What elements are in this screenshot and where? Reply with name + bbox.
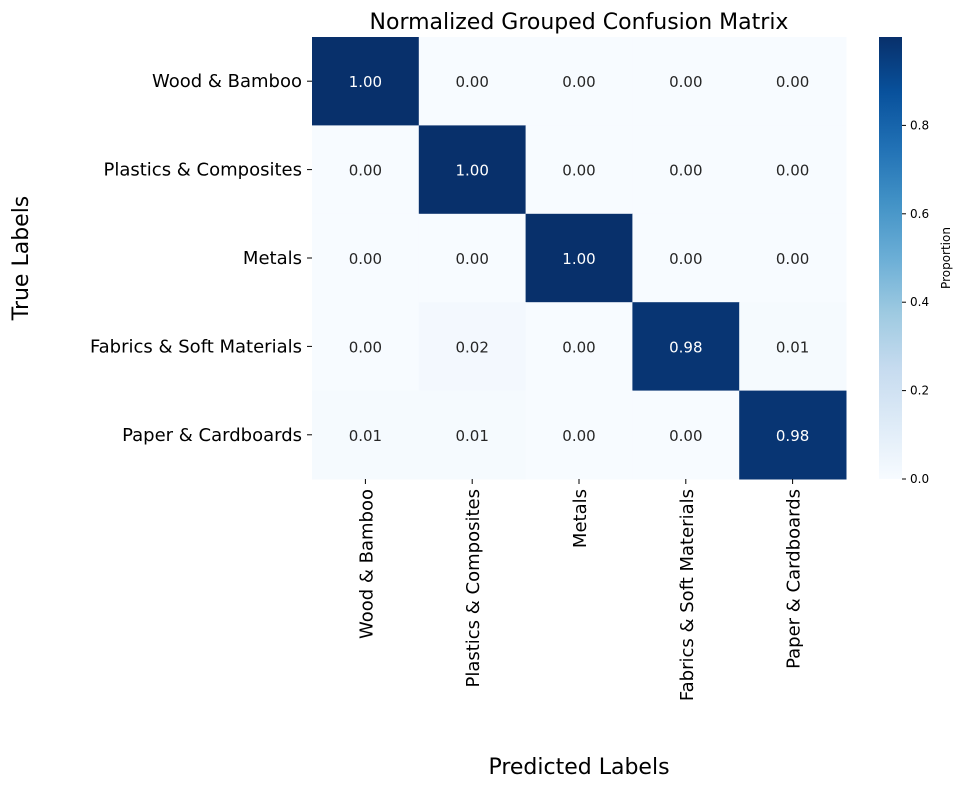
colorbar-tick-label: 0.2	[910, 384, 929, 398]
colorbar-ticks: 0.0 0.2 0.4 0.6 0.8	[902, 118, 929, 486]
cell-value-label: 0.00	[562, 338, 595, 356]
heatmap-cell	[632, 390, 740, 480]
heatmap-cell	[312, 213, 420, 303]
cell-value-label: 0.01	[349, 427, 382, 445]
heatmap-cell	[739, 390, 847, 480]
y-tick-label: Wood & Bamboo	[152, 71, 302, 92]
cell-value-label: 0.02	[455, 338, 488, 356]
heatmap-cell	[418, 390, 527, 480]
colorbar-gradient	[879, 37, 902, 479]
heatmap-cell	[525, 125, 633, 215]
heatmap-cell	[418, 213, 527, 303]
x-tick-label: Wood & Bamboo	[356, 489, 377, 639]
cell-value-label: 1.00	[349, 73, 382, 91]
cell-value-label: 1.00	[455, 162, 488, 180]
heatmap-cells: 1.00 0.00 0.00 0.00 0.00 0.00 1.00 0.00 0.00 0.00…	[312, 37, 847, 480]
heatmap-cell	[312, 302, 420, 392]
heatmap-cell	[525, 37, 633, 126]
cell-value-label: 0.00	[669, 427, 702, 445]
colorbar: 0.0 0.2 0.4 0.6 0.8 Proportion	[879, 37, 953, 486]
colorbar-tick-label: 0.6	[910, 207, 929, 221]
cell-value-label: 0.00	[669, 250, 702, 268]
y-axis-title: True Labels	[9, 196, 34, 322]
cell-value-label: 0.00	[669, 73, 702, 91]
cell-value-label: 0.01	[776, 338, 809, 356]
colorbar-title: Proportion	[939, 227, 953, 289]
heatmap-cell	[632, 37, 740, 126]
x-axis-title: Predicted Labels	[488, 755, 669, 780]
cell-value-label: 0.00	[455, 250, 488, 268]
cell-value-label: 0.00	[349, 162, 382, 180]
heatmap-cell	[632, 125, 740, 215]
heatmap-cell	[739, 302, 847, 392]
cell-value-label: 0.00	[776, 162, 809, 180]
cell-value-label: 0.00	[776, 250, 809, 268]
heatmap-cell	[632, 213, 740, 303]
cell-value-label: 0.98	[776, 427, 809, 445]
heatmap-cell	[739, 125, 847, 215]
heatmap-cell	[525, 213, 633, 303]
y-tick-label: Fabrics & Soft Materials	[90, 336, 302, 357]
heatmap-cell	[739, 213, 847, 303]
cell-value-label: 0.00	[349, 250, 382, 268]
colorbar-tick-label: 0.0	[910, 472, 929, 486]
cell-value-label: 0.00	[776, 73, 809, 91]
cell-value-label: 0.00	[562, 427, 595, 445]
heatmap-cell	[312, 390, 420, 480]
heatmap-cell	[418, 302, 527, 392]
cell-value-label: 0.98	[669, 338, 702, 356]
heatmap-cell	[739, 37, 847, 126]
y-tick-label: Metals	[243, 248, 302, 269]
heatmap-cell	[418, 37, 527, 126]
cell-value-label: 0.00	[349, 338, 382, 356]
cell-value-label: 0.00	[562, 162, 595, 180]
x-tick-label: Metals	[570, 489, 591, 548]
x-tick-label: Fabrics & Soft Materials	[677, 489, 698, 701]
heatmap-cell	[632, 302, 740, 392]
x-tick-label: Plastics & Composites	[463, 489, 484, 688]
colorbar-tick-label: 0.8	[910, 118, 929, 132]
colorbar-tick-label: 0.4	[910, 295, 929, 309]
x-tick-label: Paper & Cardboards	[784, 489, 805, 669]
cell-value-label: 0.01	[455, 427, 488, 445]
cell-value-label: 0.00	[562, 73, 595, 91]
heatmap-cell	[418, 125, 527, 215]
x-tick-labels: Wood & Bamboo Plastics & Composites Metals…	[356, 479, 805, 701]
y-tick-label: Paper & Cardboards	[122, 425, 302, 446]
cell-value-label: 1.00	[562, 250, 595, 268]
cell-value-label: 0.00	[669, 162, 702, 180]
heatmap-cell	[312, 37, 420, 126]
heatmap-cell	[525, 302, 633, 392]
cell-value-label: 0.00	[455, 73, 488, 91]
heatmap-cell	[525, 390, 633, 480]
y-tick-label: Plastics & Composites	[103, 160, 302, 181]
y-tick-labels: Wood & Bamboo Plastics & Composites Metals…	[90, 71, 312, 446]
chart-title: Normalized Grouped Confusion Matrix	[370, 10, 789, 35]
heatmap-cell	[312, 125, 420, 215]
